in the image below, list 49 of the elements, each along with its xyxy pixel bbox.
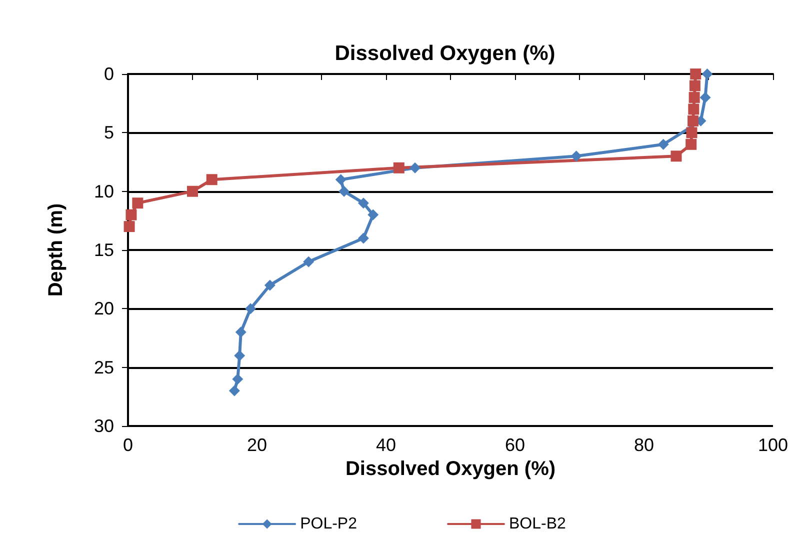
point (410, 162, 421, 174)
y-axis-title: Depth (m) (45, 203, 67, 297)
y-tick-label: 5 (104, 122, 114, 143)
x-tick-label: 0 (122, 435, 134, 455)
chart-title: Dissolved Oxygen (%) (334, 42, 556, 65)
y-tick-label: 25 (94, 357, 114, 378)
y-tick-label: 15 (94, 240, 114, 260)
x-tick-label: 20 (246, 435, 268, 455)
point (570, 150, 582, 162)
point (303, 256, 314, 268)
point (688, 92, 700, 103)
point (690, 68, 702, 80)
point (702, 68, 713, 80)
x-axis-title: Dissolved Oxygen (%) (345, 458, 556, 480)
legend-label: BOL-B2 (509, 516, 566, 532)
y-tick-label: 30 (94, 416, 114, 436)
point (126, 209, 137, 220)
point (206, 174, 218, 186)
point (700, 92, 711, 103)
point (368, 209, 379, 220)
point (358, 232, 369, 244)
legend-label: POL-P2 (300, 516, 358, 532)
point (264, 280, 276, 291)
x-tick-label: 100 (758, 435, 788, 455)
point (658, 138, 669, 150)
point (124, 221, 135, 232)
point (689, 80, 700, 92)
point (670, 150, 682, 162)
point (132, 198, 144, 209)
x-tick-label: 40 (376, 435, 396, 455)
point (187, 186, 198, 197)
point (686, 127, 698, 138)
point (335, 174, 346, 186)
point (358, 198, 369, 209)
point (686, 138, 697, 150)
x-tick-label: 60 (504, 435, 526, 455)
x-tick-label: 80 (634, 435, 654, 455)
y-tick-label: 10 (94, 181, 114, 202)
point (338, 186, 350, 197)
point (393, 162, 404, 174)
point (235, 326, 246, 338)
point (688, 115, 699, 126)
point (245, 303, 256, 314)
point (228, 385, 240, 396)
y-tick-label: 0 (104, 64, 114, 84)
point (688, 104, 700, 115)
y-tick-label: 20 (94, 298, 114, 319)
point (234, 350, 246, 362)
point (232, 374, 244, 385)
